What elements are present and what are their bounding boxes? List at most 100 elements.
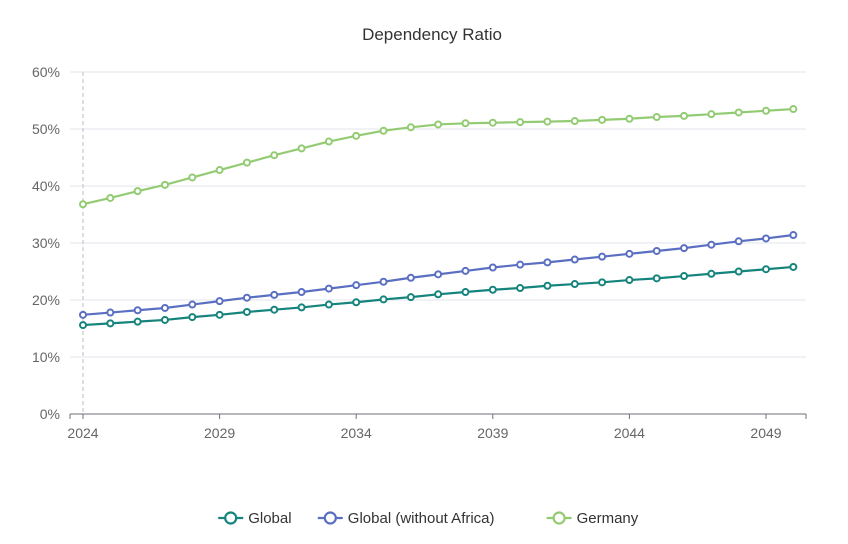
data-point[interactable] (215, 310, 224, 319)
data-point[interactable] (133, 317, 142, 326)
x-tick-label: 2039 (477, 425, 508, 441)
data-point[interactable] (707, 110, 716, 119)
data-point[interactable] (352, 131, 361, 140)
data-point[interactable] (625, 114, 634, 123)
legend-item[interactable]: Germany (546, 510, 639, 527)
data-point[interactable] (598, 278, 607, 287)
data-point[interactable] (461, 119, 470, 128)
data-point[interactable] (324, 300, 333, 309)
data-point[interactable] (652, 113, 661, 122)
data-point[interactable] (762, 106, 770, 115)
data-point[interactable] (406, 273, 415, 282)
series-global (79, 262, 798, 330)
data-point[interactable] (106, 308, 115, 317)
data-point[interactable] (160, 180, 169, 189)
data-point[interactable] (434, 290, 443, 299)
data-point[interactable] (570, 117, 579, 126)
data-point[interactable] (598, 115, 607, 124)
data-point[interactable] (516, 260, 525, 269)
data-point[interactable] (734, 108, 743, 117)
series-germany (79, 105, 798, 209)
data-point[interactable] (79, 200, 87, 209)
data-point[interactable] (434, 270, 443, 279)
data-point[interactable] (352, 298, 361, 307)
data-point[interactable] (242, 293, 251, 302)
data-point[interactable] (270, 290, 279, 299)
data-point[interactable] (324, 137, 333, 146)
data-point[interactable] (570, 255, 579, 264)
data-point[interactable] (461, 288, 470, 297)
data-point[interactable] (106, 193, 115, 202)
data-point[interactable] (188, 173, 197, 182)
data-point[interactable] (762, 234, 770, 243)
data-point[interactable] (625, 276, 634, 285)
data-point[interactable] (79, 310, 87, 319)
data-point[interactable] (707, 269, 716, 278)
data-point[interactable] (652, 246, 661, 255)
data-point[interactable] (434, 120, 443, 129)
legend[interactable]: Global Global (without Africa) Germany (218, 510, 639, 527)
data-point[interactable] (188, 300, 197, 309)
data-point[interactable] (488, 285, 497, 294)
data-point[interactable] (160, 303, 169, 312)
data-point[interactable] (680, 111, 689, 120)
legend-marker-icon (323, 511, 337, 525)
axes: 0% 10% 20% 30% 40% 50% 60% 2024 2029 2034 2039 2044… (32, 64, 807, 441)
data-point[interactable] (789, 105, 798, 114)
data-point[interactable] (188, 313, 197, 322)
data-point[interactable] (324, 284, 333, 293)
data-point[interactable] (543, 281, 552, 290)
data-point[interactable] (379, 295, 388, 304)
y-tick-label: 30% (32, 235, 60, 251)
data-point[interactable] (242, 158, 251, 167)
chart-title: Dependency Ratio (362, 25, 502, 44)
data-point[interactable] (570, 280, 579, 289)
data-point[interactable] (352, 281, 361, 290)
y-tick-label: 20% (32, 292, 60, 308)
data-point[interactable] (215, 166, 224, 175)
legend-label: Global (248, 510, 291, 527)
legend-item[interactable]: Global (218, 510, 292, 527)
data-point[interactable] (789, 231, 798, 240)
legend-label: Global (without Africa) (348, 510, 495, 527)
data-point[interactable] (488, 118, 497, 127)
data-point[interactable] (79, 321, 87, 330)
data-point[interactable] (680, 244, 689, 253)
data-point[interactable] (516, 118, 525, 127)
data-point[interactable] (133, 306, 142, 315)
data-point[interactable] (106, 319, 115, 328)
data-point[interactable] (297, 303, 306, 312)
data-point[interactable] (543, 258, 552, 267)
data-point[interactable] (543, 117, 552, 126)
data-point[interactable] (652, 274, 661, 283)
data-point[interactable] (734, 267, 743, 276)
legend-marker-icon (552, 511, 566, 525)
data-point[interactable] (297, 288, 306, 297)
data-point[interactable] (270, 305, 279, 314)
data-point[interactable] (598, 252, 607, 261)
data-point[interactable] (625, 249, 634, 258)
data-point[interactable] (215, 297, 224, 306)
data-point[interactable] (461, 266, 470, 275)
data-point[interactable] (160, 315, 169, 324)
data-point[interactable] (707, 240, 716, 249)
data-point[interactable] (762, 265, 770, 274)
data-point[interactable] (406, 123, 415, 132)
y-tick-label: 60% (32, 64, 60, 80)
data-point[interactable] (242, 307, 251, 316)
data-point[interactable] (488, 263, 497, 272)
data-point[interactable] (406, 293, 415, 302)
data-point[interactable] (379, 277, 388, 286)
legend-item[interactable]: Global (without Africa) (317, 510, 495, 527)
data-point[interactable] (680, 272, 689, 281)
data-point[interactable] (297, 144, 306, 153)
data-point[interactable] (516, 284, 525, 293)
x-tick-label: 2049 (750, 425, 781, 441)
data-point[interactable] (379, 126, 388, 135)
data-point[interactable] (270, 151, 279, 160)
data-point[interactable] (734, 237, 743, 246)
series-global-without-africa (79, 231, 798, 319)
data-point[interactable] (133, 187, 142, 196)
data-point[interactable] (789, 262, 798, 271)
